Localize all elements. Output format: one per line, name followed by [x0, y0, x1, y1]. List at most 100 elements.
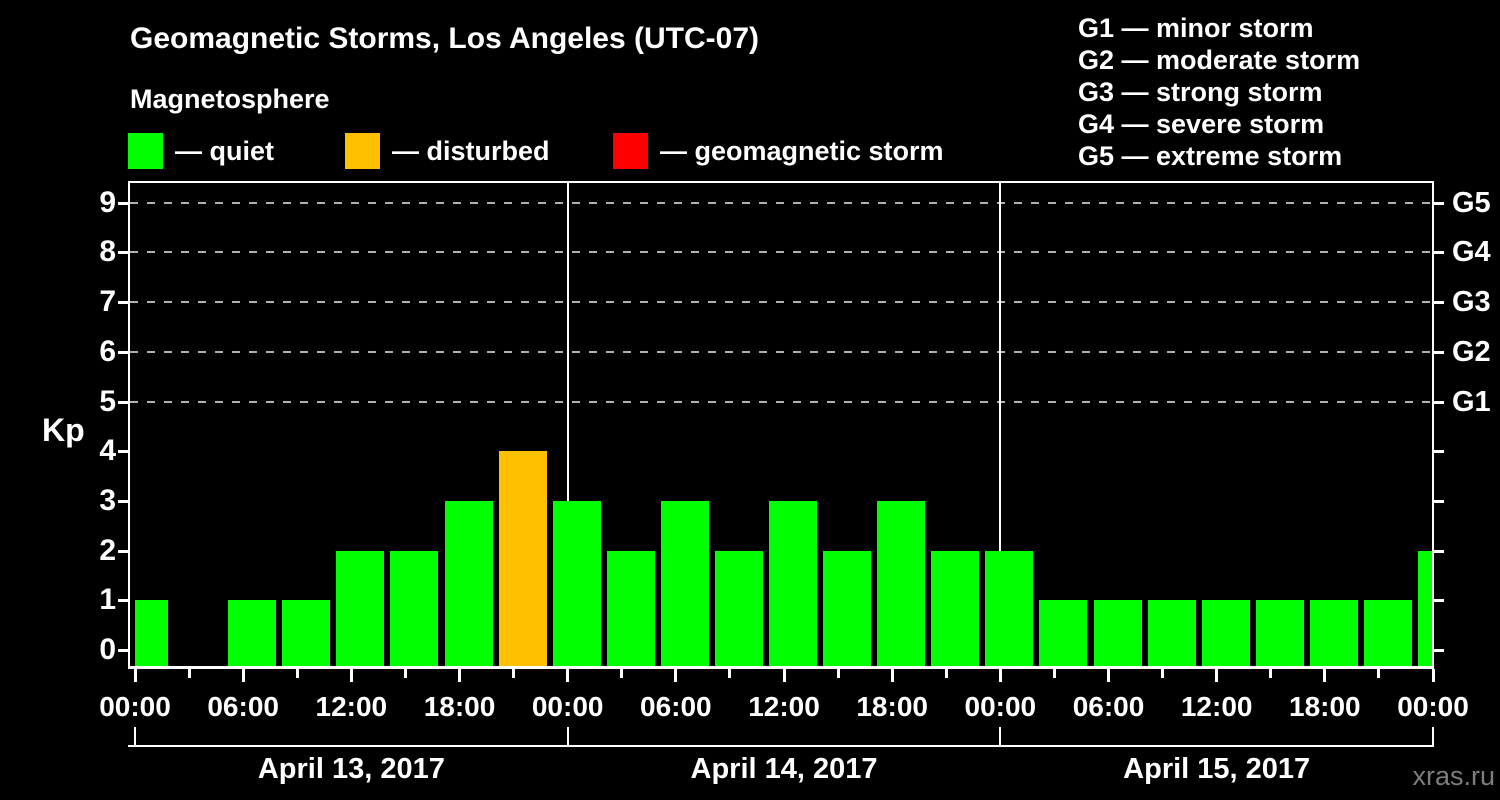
x-tick-minor — [728, 669, 732, 678]
kp-bar-day2-slot1 — [552, 500, 601, 669]
x-tick-major — [998, 669, 1002, 682]
kp-bar-day2-slot3 — [660, 500, 709, 669]
gridline-kp8 — [130, 251, 1432, 254]
x-tick-label: 00:00 — [964, 691, 1037, 722]
chart-subtitle: Magnetosphere — [130, 84, 330, 114]
date-label-day1: April 13, 2017 — [257, 753, 445, 785]
kp-bar-day1-slot6 — [390, 550, 439, 669]
storm-color-swatch — [613, 133, 648, 169]
g-legend-line-g2: G2 — moderate storm — [1078, 45, 1361, 75]
kp-bar-day3-slot3 — [1093, 600, 1142, 669]
x-tick-minor — [1377, 669, 1381, 678]
y-tick-right-9 — [1434, 201, 1444, 205]
kp-bar-day3-slot7 — [1309, 600, 1358, 669]
y-tick-label-9: 9 — [99, 185, 116, 219]
plot-border-top — [128, 181, 1434, 183]
kp-bar-day3-slot5 — [1201, 600, 1250, 669]
kp-bar-day1-slot7 — [444, 500, 493, 669]
x-tick-major — [133, 669, 137, 682]
legend-item-storm: — geomagnetic storm — [613, 133, 973, 169]
y-tick-right-1 — [1434, 599, 1444, 603]
kp-bar-day1-slot3 — [228, 600, 277, 669]
kp-bar-day2-slot5 — [769, 500, 817, 669]
x-tick-major — [1431, 669, 1435, 682]
kp-bar-day3-slot2 — [1039, 600, 1088, 669]
kp-bar-day1-slot5 — [336, 550, 385, 669]
y-tick-right-7 — [1434, 301, 1444, 305]
y-tick-right-4 — [1434, 450, 1444, 454]
gridline-kp6 — [130, 350, 1432, 353]
legend-item-disturbed: — disturbed — [345, 133, 605, 169]
x-tick-major — [1107, 669, 1110, 682]
g-scale-legend: G1 — minor storm G2 — moderate storm G3 … — [1078, 12, 1360, 172]
y-tick-label-4: 4 — [99, 434, 116, 468]
kp-bar-day3-slot6 — [1255, 600, 1304, 669]
kp-bar-day1-slot8 — [498, 451, 547, 669]
x-tick-major — [674, 669, 678, 682]
g-level-label-g2: G2 — [1452, 335, 1491, 368]
x-tick-minor — [1161, 669, 1165, 678]
date-label-day2: April 14, 2017 — [690, 753, 878, 785]
date-label-day3: April 15, 2017 — [1123, 753, 1311, 785]
y-axis-label: Kp — [42, 412, 85, 448]
x-tick-label: 06:00 — [207, 691, 279, 722]
legend-item-quiet: — quiet — [128, 133, 358, 169]
date-bracket-tick — [134, 727, 136, 745]
watermark: xras.ru — [1412, 761, 1495, 791]
g-legend-line-g1: G1 — minor storm — [1078, 13, 1314, 43]
x-tick-label: 06:00 — [1072, 691, 1145, 722]
kp-bar-day3-slot4 — [1147, 600, 1196, 669]
x-tick-label: 18:00 — [856, 691, 928, 722]
y-tick-label-6: 6 — [99, 334, 116, 368]
x-tick-label: 18:00 — [1289, 691, 1361, 722]
kp-bar-day3-slot8 — [1363, 600, 1412, 669]
g-level-label-g5: G5 — [1452, 186, 1491, 219]
x-tick-minor — [512, 669, 516, 678]
date-bracket-tick — [566, 727, 569, 745]
kp-bar-day2-slot2 — [606, 550, 655, 669]
gridline-kp7 — [130, 301, 1432, 304]
x-tick-label: 12:00 — [315, 691, 388, 722]
kp-bar-day2-slot6 — [823, 550, 872, 669]
disturbed-color-swatch — [345, 133, 380, 169]
legend-label-storm: — geomagnetic storm — [660, 136, 944, 166]
x-tick-label: 06:00 — [640, 691, 712, 722]
kp-bar-next-day-partial — [1418, 550, 1433, 669]
y-tick-label-0: 0 — [99, 633, 116, 666]
chart-title: Geomagnetic Storms, Los Angeles (UTC-07) — [130, 22, 760, 55]
y-tick-right-0 — [1434, 649, 1444, 652]
x-tick-minor — [187, 669, 191, 678]
x-axis-line — [128, 666, 1434, 669]
x-tick-label: 00:00 — [531, 691, 604, 722]
g-level-label-g1: G1 — [1452, 385, 1491, 418]
day-divider — [999, 183, 1002, 666]
x-tick-minor — [403, 669, 407, 678]
kp-bar-day2-slot8 — [931, 550, 980, 669]
kp-bar-day3-slot1 — [985, 550, 1034, 669]
plot-area — [118, 181, 1444, 669]
date-bracket-tick — [999, 727, 1002, 745]
x-tick-major — [782, 669, 786, 682]
x-tick-minor — [295, 669, 299, 678]
y-tick-left-0 — [118, 649, 128, 652]
date-bracket-line — [128, 745, 1434, 747]
y-tick-left-7 — [118, 301, 128, 305]
quiet-color-swatch — [128, 133, 163, 169]
x-tick-major — [1215, 669, 1219, 682]
y-tick-label-5: 5 — [99, 384, 116, 418]
x-tick-major — [458, 669, 461, 682]
y-tick-label-2: 2 — [99, 533, 116, 567]
legend-label-disturbed: — disturbed — [392, 136, 550, 166]
kp-bar-day1-slot4 — [282, 600, 331, 669]
x-tick-major — [566, 669, 570, 682]
legend-label-quiet: — quiet — [175, 136, 274, 166]
x-tick-label: 18:00 — [423, 691, 496, 722]
y-axis-line-left — [128, 181, 130, 669]
y-tick-left-5 — [118, 400, 128, 404]
x-tick-minor — [944, 669, 948, 678]
y-axis-line-right — [1432, 181, 1434, 669]
x-tick-major — [241, 669, 245, 682]
y-tick-label-7: 7 — [99, 285, 116, 319]
x-tick-label: 00:00 — [1397, 691, 1469, 722]
x-tick-minor — [620, 669, 624, 678]
